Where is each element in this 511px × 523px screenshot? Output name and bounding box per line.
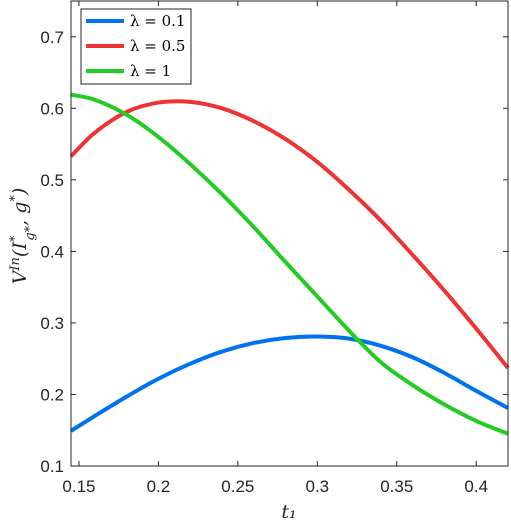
x-tick-label: 0.35 bbox=[380, 477, 413, 496]
x-tick-label: 0.2 bbox=[147, 477, 171, 496]
y-tick-label: 0.1 bbox=[40, 457, 64, 476]
legend-label-lambda-0.5: λ = 0.5 bbox=[130, 37, 185, 55]
series-line-0 bbox=[69, 334, 509, 433]
legend: λ = 0.1 λ = 0.5 λ = 1 bbox=[80, 8, 192, 85]
x-tick-label: 0.3 bbox=[305, 477, 329, 496]
x-axis-label: t₁ bbox=[281, 501, 296, 523]
axis-ticks: 0.15 0.2 0.25 0.3 0.35 0.4 0.1 0.2 0.3 0.4 0.5 0.6 0… bbox=[40, 1, 508, 496]
series-line-2 bbox=[70, 92, 509, 436]
plot-area-frame bbox=[70, 0, 509, 467]
legend-label-lambda-0.1: λ = 0.1 bbox=[130, 12, 185, 30]
x-tick-label: 0.4 bbox=[464, 477, 488, 496]
y-tick-label: 0.7 bbox=[40, 28, 64, 47]
y-tick-label: 0.6 bbox=[40, 99, 64, 118]
y-tick-label: 0.3 bbox=[40, 314, 64, 333]
y-tick-label: 0.4 bbox=[40, 242, 64, 261]
legend-label-lambda-1: λ = 1 bbox=[130, 62, 171, 80]
x-tick-label: 0.25 bbox=[221, 477, 254, 496]
x-tick-label: 0.15 bbox=[62, 477, 95, 496]
y-tick-label: 0.2 bbox=[40, 385, 64, 404]
y-tick-label: 0.5 bbox=[40, 171, 64, 190]
series-line-1 bbox=[69, 99, 510, 370]
plot-lines bbox=[69, 92, 510, 436]
